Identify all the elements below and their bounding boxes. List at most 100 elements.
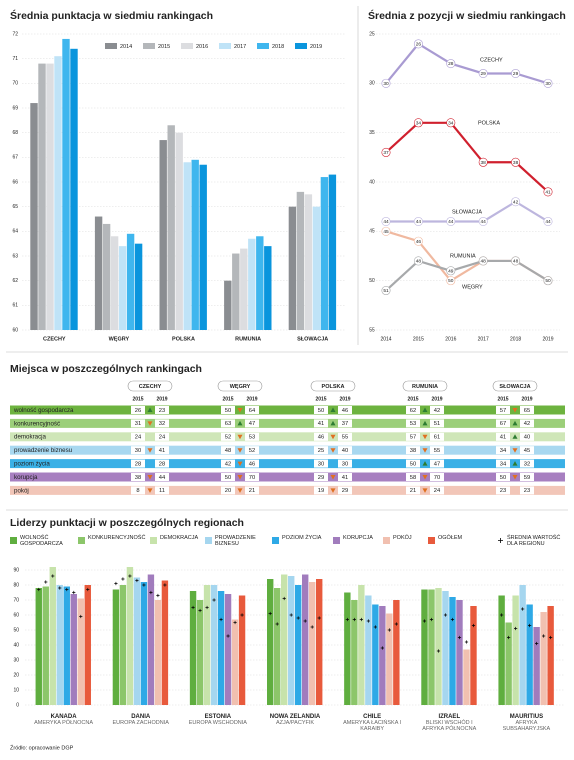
average-marker xyxy=(282,596,286,601)
bar xyxy=(70,594,77,705)
change-arrow xyxy=(512,420,518,426)
bar xyxy=(191,159,199,330)
bar xyxy=(470,606,477,705)
cell-box xyxy=(338,446,352,455)
average-marker xyxy=(436,649,441,653)
legend-swatch xyxy=(428,537,435,544)
change-arrow xyxy=(147,448,153,453)
cell-box xyxy=(338,406,352,414)
average-marker xyxy=(380,646,384,650)
legend-marker xyxy=(498,538,503,543)
x-tick-label: CHILE xyxy=(363,714,382,720)
data-label: 30 xyxy=(383,81,389,87)
change-arrow xyxy=(147,475,153,480)
bar xyxy=(102,223,111,330)
bar xyxy=(118,246,127,330)
bar xyxy=(540,612,547,705)
cell-value: 42 xyxy=(524,421,530,427)
bar xyxy=(274,588,281,705)
y-tick-label: 60 xyxy=(12,327,18,333)
bar xyxy=(189,591,197,705)
cell-box xyxy=(520,446,534,455)
row-label: korupcja xyxy=(14,474,38,481)
cell-value: 67 xyxy=(500,421,506,427)
cell-box xyxy=(520,459,534,468)
change-arrow xyxy=(147,488,153,493)
cell-box xyxy=(131,419,145,428)
point xyxy=(543,276,553,286)
average-marker xyxy=(317,616,321,620)
point xyxy=(446,216,456,226)
cell-value: 38 xyxy=(135,475,141,481)
bar xyxy=(512,595,519,705)
bar xyxy=(231,619,239,705)
cell-value: 42 xyxy=(434,408,440,414)
cell-value: 28 xyxy=(135,461,141,467)
legend-label: 2014 xyxy=(120,44,132,50)
data-label: 42 xyxy=(513,199,519,205)
cell-box xyxy=(520,432,534,441)
average-marker xyxy=(514,626,518,631)
bar xyxy=(248,238,256,330)
average-marker xyxy=(121,577,125,581)
bar xyxy=(316,579,323,705)
change-arrow xyxy=(512,475,518,480)
x-tick-label: 2014 xyxy=(380,336,391,342)
row-band xyxy=(10,432,565,442)
cell-value: 32 xyxy=(524,461,530,467)
cell-box xyxy=(131,432,145,441)
bar xyxy=(302,574,309,705)
cell-value: 70 xyxy=(434,475,440,481)
cell-value: 41 xyxy=(500,435,506,441)
point xyxy=(511,197,521,207)
cell-value: 34 xyxy=(500,448,507,454)
bar xyxy=(379,606,386,705)
change-arrow xyxy=(237,475,243,480)
bar xyxy=(30,103,38,330)
cell-value: 41 xyxy=(342,475,348,481)
bar xyxy=(304,194,313,330)
cell-value: 46 xyxy=(318,435,324,441)
row-label: poziom życia xyxy=(14,461,50,468)
average-marker xyxy=(457,635,462,640)
data-label: 49 xyxy=(448,268,454,274)
y-tick-label: 50 xyxy=(13,627,19,633)
cell-value: 37 xyxy=(342,421,348,427)
cell-box xyxy=(131,446,145,455)
average-marker xyxy=(72,590,76,595)
average-marker xyxy=(205,605,209,610)
change-arrow xyxy=(422,420,428,426)
data-label: 51 xyxy=(383,288,389,294)
y-tick-label: 35 xyxy=(369,130,375,136)
cell-box xyxy=(221,446,235,455)
point xyxy=(413,39,423,49)
x-tick-label: 2019 xyxy=(542,336,553,342)
cell-value: 52 xyxy=(225,435,231,441)
change-arrow xyxy=(422,434,428,440)
cell-box xyxy=(430,432,444,441)
row-band xyxy=(10,472,565,482)
cell-box xyxy=(520,419,534,428)
cell-box xyxy=(430,446,444,455)
change-arrow xyxy=(512,408,518,413)
cell-value: 59 xyxy=(524,475,530,481)
bar xyxy=(533,627,540,705)
cell-value: 70 xyxy=(249,475,255,481)
bar xyxy=(140,582,148,705)
series-label: WĘGRY xyxy=(462,284,483,290)
x-tick-sublabel: AFRYKA SUBSAHARYJSKA xyxy=(502,720,551,732)
cell-box xyxy=(221,486,235,495)
x-tick-label: KANADA xyxy=(50,714,77,720)
point xyxy=(381,216,391,226)
cell-box xyxy=(131,406,145,414)
data-label: 34 xyxy=(416,120,422,126)
x-tick-label: RUMUNIA xyxy=(235,336,261,342)
average-marker xyxy=(500,613,504,617)
cell-value: 50 xyxy=(500,475,506,481)
legend-swatch xyxy=(143,43,155,49)
data-label: 30 xyxy=(545,81,551,87)
cell-value: 42 xyxy=(225,461,231,467)
bar xyxy=(267,579,274,705)
data-label: 44 xyxy=(383,219,389,225)
